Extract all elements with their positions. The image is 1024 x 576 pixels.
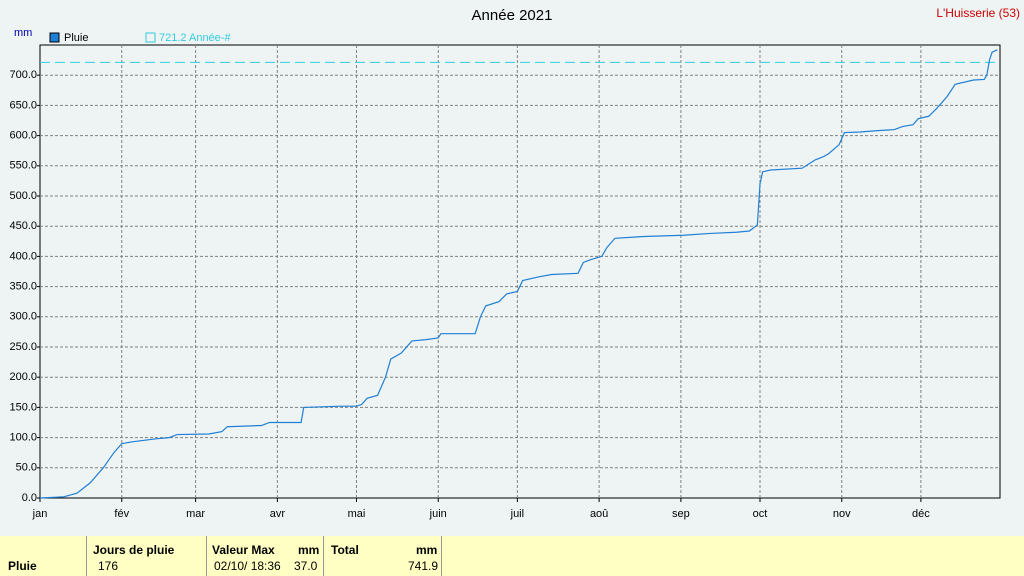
header: mm bbox=[416, 543, 438, 557]
y-tick-label: 200.0 bbox=[9, 371, 37, 383]
reference-value: 721.2 bbox=[159, 32, 187, 44]
y-tick-label: 250.0 bbox=[9, 341, 37, 353]
reference-label: 721.2 Année-# bbox=[159, 32, 231, 44]
y-tick-label: 450.0 bbox=[9, 220, 37, 232]
header: Jours de pluie bbox=[93, 543, 175, 557]
x-tick-label: avr bbox=[270, 508, 286, 520]
x-tick-label: mai bbox=[348, 508, 366, 520]
y-tick-label: 0.0 bbox=[22, 492, 37, 504]
y-tick-label: 100.0 bbox=[9, 432, 37, 444]
header: Total bbox=[331, 543, 359, 557]
x-tick-label: jan bbox=[32, 508, 48, 520]
page: Année 2021 L'Huisserie (53) mm Pluie 721… bbox=[0, 6, 1024, 576]
y-tick-label: 550.0 bbox=[9, 160, 37, 172]
y-tick-label: 150.0 bbox=[9, 401, 37, 413]
reference-swatch bbox=[145, 32, 156, 43]
y-tick-label: 650.0 bbox=[9, 99, 37, 111]
header: Valeur Max bbox=[212, 543, 275, 557]
cell: 02/10/ 18:36 bbox=[214, 559, 281, 573]
y-tick-label: 500.0 bbox=[9, 190, 37, 202]
x-tick-label: oct bbox=[753, 508, 768, 520]
reference-name: Année-# bbox=[189, 32, 231, 44]
y-tick-label: 50.0 bbox=[16, 462, 37, 474]
plot-frame bbox=[39, 44, 1001, 499]
chart-title: Année 2021 bbox=[472, 7, 553, 24]
x-tick-label: juil bbox=[510, 508, 524, 520]
y-unit: mm bbox=[14, 27, 32, 39]
legend-label: Pluie bbox=[64, 32, 88, 44]
x-tick-label: déc bbox=[912, 508, 930, 520]
cell: 37.0 bbox=[294, 559, 318, 573]
y-tick-label: 300.0 bbox=[9, 311, 37, 323]
x-tick-label: nov bbox=[833, 508, 851, 520]
cell: 176 bbox=[98, 559, 119, 573]
header: mm bbox=[298, 543, 320, 557]
station: L'Huisserie (53) bbox=[936, 6, 1020, 20]
y-tick-label: 600.0 bbox=[9, 130, 37, 142]
legend-swatch bbox=[49, 32, 60, 43]
y-tick-label: 700.0 bbox=[9, 69, 37, 81]
y-tick-label: 350.0 bbox=[9, 281, 37, 293]
x-tick-label: fév bbox=[114, 508, 129, 520]
row-label: Pluie bbox=[8, 559, 37, 573]
cell: 741.9 bbox=[408, 559, 439, 573]
x-tick-label: aoû bbox=[590, 508, 608, 520]
x-tick-label: mar bbox=[186, 508, 205, 520]
y-tick-label: 400.0 bbox=[9, 250, 37, 262]
x-tick-label: sep bbox=[672, 508, 690, 520]
stats-table: Pluie Jours de pluie Valeur Max mm Total… bbox=[0, 536, 1024, 576]
chart: Année 2021 L'Huisserie (53) mm Pluie 721… bbox=[9, 6, 1020, 520]
rain-line bbox=[39, 49, 998, 499]
x-tick-label: juin bbox=[429, 508, 447, 520]
